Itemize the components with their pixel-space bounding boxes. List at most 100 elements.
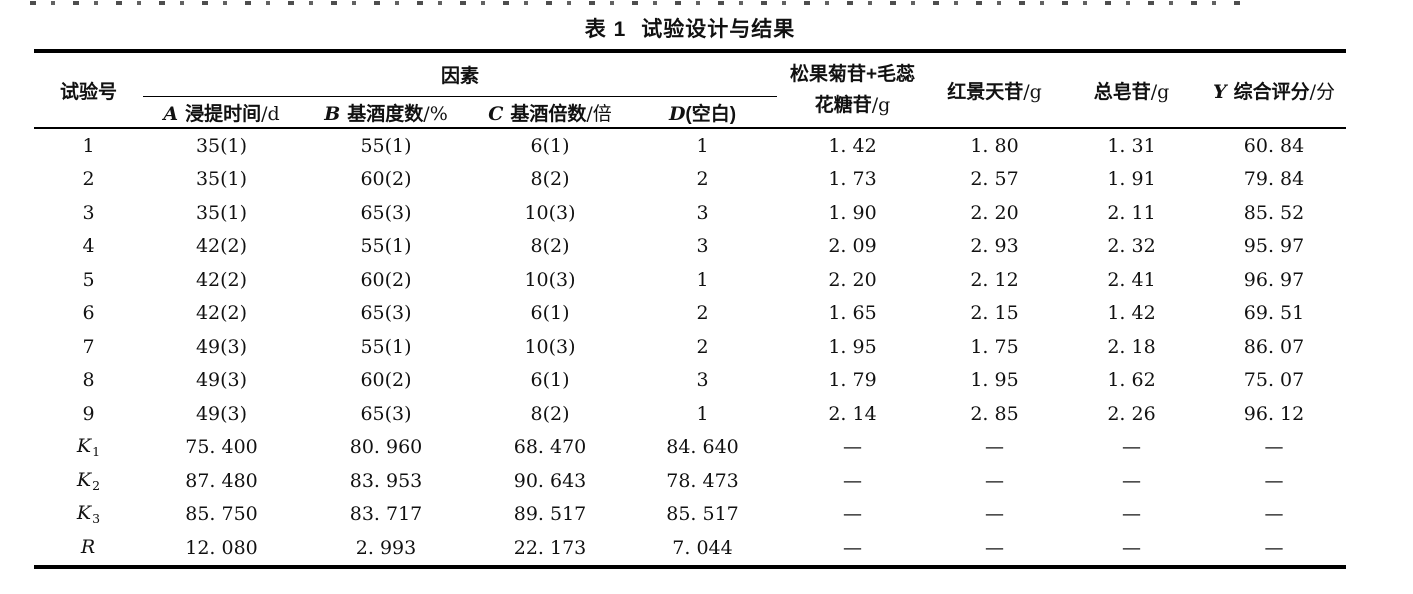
value-cell: 6(1) [530,369,570,392]
col-header-total-saponins: 总皂苷/g [1061,51,1203,129]
col-header-line2: 花糖苷/g [814,94,891,116]
trial-number-cell: 4 [82,235,95,258]
value-cell: 65(3) [360,402,412,425]
value-cell: — [1122,469,1142,492]
summary-row-label: R [34,531,143,567]
cropped-text-remnant [30,1,1242,5]
value-cell: 85. 52 [1243,201,1305,224]
value-cell: 85. 517 [666,503,739,526]
experiment-row: 8 49(3) 60(2) 6(1) 3 1. 79 1. 95 1. 62 75. 07 [34,364,1346,398]
value-cell: 2. 26 [1107,402,1156,425]
experiment-row: 9 49(3) 65(3) 8(2) 1 2. 14 2. 85 2. 26 96. 12 [34,397,1346,431]
value-cell: 1. 95 [828,335,877,358]
value-cell: 8(2) [530,235,570,258]
value-cell: — [985,503,1005,526]
col-header-line1: 松果菊苷+毛蕊 [789,64,916,85]
summary-label-subscript: 2 [92,477,101,493]
experiment-row: 3 35(1) 65(3) 10(3) 3 1. 90 2. 20 2. 11 85. 52 [34,196,1346,230]
value-cell: 1. 73 [828,168,877,191]
value-cell: 1 [696,268,709,291]
value-cell: 96. 97 [1243,268,1305,291]
value-cell: 60(2) [360,369,412,392]
value-cell: — [1264,469,1284,492]
summary-row-label: K3 [34,498,143,532]
experiment-row: 2 35(1) 60(2) 8(2) 2 1. 73 2. 57 1. 91 79. 84 [34,163,1346,197]
value-cell: — [843,503,863,526]
results-table: 试验号 因素 松果菊苷+毛蕊 花糖苷/g 红景天苷/g 总皂苷/g Y 综合评分/… [34,49,1347,569]
value-cell: 42(2) [195,235,248,258]
table-caption-index: 表 1 [584,18,627,41]
experiment-row: 6 42(2) 65(3) 6(1) 2 1. 65 2. 15 1. 42 69. 51 [34,297,1346,331]
value-cell: 7. 044 [672,536,733,559]
value-cell: 68. 470 [513,436,587,459]
value-cell: — [1122,536,1142,559]
col-header-factor-b-base-liquor-abv: B 基酒度数/% [300,96,472,129]
value-cell: 2. 09 [828,235,877,258]
value-cell: 2. 57 [970,168,1019,191]
trial-number-cell: 1 [82,134,95,157]
value-cell: 1. 65 [828,302,877,325]
col-header-comprehensive-score: Y 综合评分/分 [1202,51,1347,129]
value-cell: 3 [696,201,709,224]
value-cell: 75. 400 [185,436,258,459]
value-cell: — [843,436,863,459]
value-cell: 2. 14 [828,402,877,425]
value-cell: 1. 90 [828,201,877,224]
value-cell: 49(3) [195,369,248,392]
trial-number-cell: 2 [82,168,95,191]
experiment-row: 7 49(3) 55(1) 10(3) 2 1. 95 1. 75 2. 18 86. 07 [34,330,1346,364]
value-cell: 78. 473 [666,469,739,492]
summary-row-label: K2 [34,464,143,498]
col-header-factor-d-blank: D(空白) [628,96,778,129]
value-cell: 2 [696,335,709,358]
summary-label-subscript: 3 [92,511,101,527]
summary-label-letter: K [76,502,92,525]
experiment-row: 4 42(2) 55(1) 8(2) 3 2. 09 2. 93 2. 32 95. 97 [34,230,1346,264]
value-cell: 65(3) [360,201,412,224]
value-cell: 95. 97 [1243,235,1305,258]
trial-number-cell: 7 [82,335,95,358]
table-caption-text: 试验设计与结果 [641,18,796,41]
trial-number-cell: 3 [82,201,95,224]
value-cell: 2. 41 [1107,268,1156,291]
summary-row: K1 75. 400 80. 960 68. 470 84. 640 — — — — [34,431,1346,465]
value-cell: 96. 12 [1243,402,1305,425]
value-cell: 79. 84 [1243,168,1305,191]
value-cell: 1. 31 [1107,134,1156,157]
value-cell: 60(2) [360,168,412,191]
value-cell: 87. 480 [185,469,258,492]
table-caption: 表 1 试验设计与结果 [34,13,1346,43]
trial-number-cell: 6 [82,302,95,325]
value-cell: 55(1) [360,335,412,358]
experiment-row: 1 35(1) 55(1) 6(1) 1 1. 42 1. 80 1. 31 60. 84 [34,128,1346,163]
value-cell: 65(3) [360,302,412,325]
value-cell: 10(3) [524,335,576,358]
col-group-factors: 因素 [143,51,778,97]
value-cell: 2. 993 [355,536,417,559]
summary-label-letter: K [76,435,92,458]
col-header-factor-a-steep-time: A 浸提时间/d [143,96,300,129]
value-cell: 55(1) [360,235,412,258]
value-cell: 1. 95 [970,369,1019,392]
summary-label-subscript: 1 [92,444,101,460]
value-cell: 22. 173 [513,536,587,559]
table-body: 1 35(1) 55(1) 6(1) 1 1. 42 1. 80 1. 31 60. 84 2 35… [34,128,1346,567]
value-cell: 90. 643 [513,469,587,492]
value-cell: — [1122,436,1142,459]
value-cell: 2 [696,168,709,191]
value-cell: 35(1) [195,168,248,191]
value-cell: 1. 79 [828,369,877,392]
value-cell: — [1264,503,1284,526]
value-cell: — [843,536,863,559]
value-cell: 49(3) [195,402,248,425]
col-header-trial-number: 试验号 [34,51,143,129]
summary-row: R 12. 080 2. 993 22. 173 7. 044 — — — — [34,531,1346,567]
col-header-factor-c-base-liquor-ratio: C 基酒倍数/倍 [472,96,628,129]
value-cell: 1 [696,134,709,157]
value-cell: 2 [696,302,709,325]
trial-number-cell: 9 [82,402,95,425]
value-cell: 2. 32 [1107,235,1156,258]
value-cell: 35(1) [195,201,248,224]
value-cell: 69. 51 [1243,302,1305,325]
trial-number-cell: 8 [82,369,95,392]
